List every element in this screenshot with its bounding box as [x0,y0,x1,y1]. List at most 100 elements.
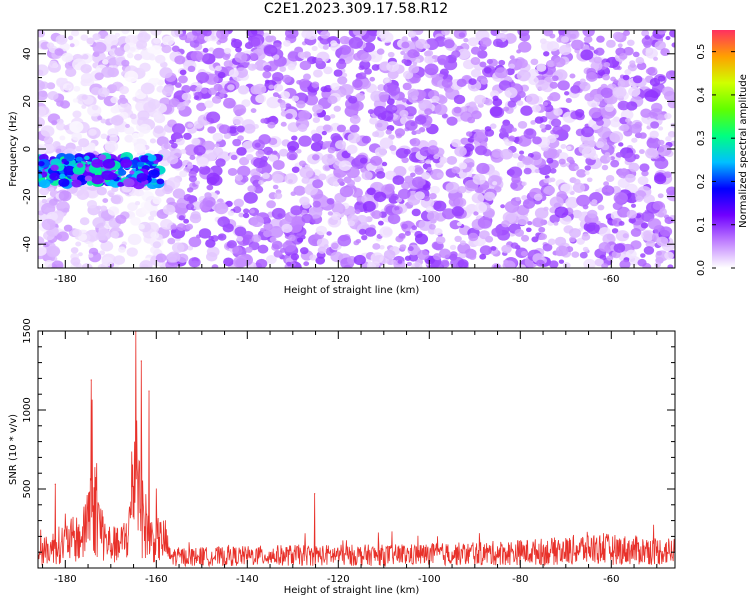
heatmap-cell [441,78,453,88]
heatmap-cell [453,106,462,114]
heatmap-cell [571,39,584,51]
heatmap-cell [558,158,566,165]
heatmap-cell [624,173,636,183]
heatmap-x-tick-label: -160 [145,274,168,285]
heatmap-cell [327,147,336,154]
heatmap-cell [586,177,593,183]
heatmap-cell [465,131,473,137]
heatmap-cell [516,100,524,106]
heatmap-cell [397,259,403,264]
heatmap-cell [263,146,273,156]
heatmap-cell [593,93,603,103]
snr-peak-point [148,390,150,392]
heatmap-cell [284,103,292,109]
heatmap-cell [137,161,145,167]
heatmap-cell [330,133,342,142]
heatmap-y-tick-label: 20 [22,95,33,108]
heatmap-cell [631,137,638,143]
heatmap-cell [411,130,417,136]
heatmap-cell [386,98,395,105]
heatmap-cell [392,175,405,186]
heatmap-cell [493,264,501,268]
heatmap-cell [381,161,388,167]
heatmap-cell [86,37,95,45]
heatmap-cell [570,33,577,39]
heatmap-cell [652,201,664,211]
heatmap-cell [79,217,90,226]
heatmap-cell [543,178,550,184]
heatmap-cell [514,228,525,237]
heatmap-cell [71,131,83,141]
heatmap-cell [223,257,234,267]
heatmap-cell [187,65,196,73]
heatmap-y-tick-label: -20 [22,188,33,204]
heatmap-cell [217,71,226,79]
heatmap-cell [599,254,607,261]
heatmap-cell [636,62,647,71]
heatmap-cell [629,123,642,134]
heatmap-cell [468,78,477,86]
heatmap-cell [153,159,159,165]
heatmap-cell [337,178,344,184]
heatmap-cell [519,150,525,155]
heatmap-cell [516,49,522,54]
heatmap-cell [370,155,383,166]
heatmap-cell [477,216,492,229]
heatmap-cell [650,121,660,129]
heatmap-cell [346,144,358,154]
heatmap-cell [624,152,637,163]
heatmap-cell [81,263,93,268]
snr-peak-point [140,360,142,362]
heatmap-cell [291,95,300,102]
heatmap-cell [376,122,383,128]
heatmap-cell [637,176,649,186]
heatmap-cell [337,235,352,247]
heatmap-cell [643,194,655,204]
heatmap-cell [272,173,284,184]
heatmap-cell [118,246,126,253]
heatmap-cell [162,204,176,215]
heatmap-cell [501,220,510,228]
heatmap-cell [615,151,623,158]
heatmap-cell [543,51,550,57]
heatmap-cell [550,118,562,128]
heatmap-cell [202,30,212,37]
heatmap-cell [81,94,88,100]
heatmap-cell [538,233,548,240]
heatmap-cell [543,104,554,113]
snr-x-tick-label: -140 [236,574,259,585]
heatmap-cell [649,130,659,139]
heatmap-cell [395,209,402,215]
heatmap-cell [606,187,614,193]
heatmap-cell [304,94,319,106]
snr-y-tick-label: 1500 [22,318,33,343]
snr-peak-point [90,379,92,381]
heatmap-cell [62,78,68,83]
heatmap-cell [166,154,179,165]
heatmap-cell [245,154,254,161]
heatmap-cell [411,208,421,217]
heatmap-cell [70,257,81,266]
heatmap-cell [104,140,119,153]
heatmap-x-tick-label: -100 [418,274,441,285]
heatmap-cell [107,128,119,138]
heatmap-cell [198,165,211,175]
heatmap-cell [308,207,323,219]
heatmap-cell [322,141,331,148]
heatmap-cell [510,182,518,189]
heatmap-cell [441,259,449,266]
heatmap-cell [110,96,119,104]
heatmap-cell [641,30,650,37]
heatmap-cell [227,167,238,176]
heatmap-cell [117,181,124,187]
heatmap-cell [148,215,155,221]
heatmap-cell [387,213,401,225]
heatmap-cell [110,195,122,204]
heatmap-cell [160,219,173,230]
heatmap-cell [597,126,612,139]
heatmap-cell [628,217,636,224]
heatmap-cell [278,148,289,157]
heatmap-cell [617,100,630,111]
heatmap-cell [232,115,244,126]
heatmap-cell [298,160,307,167]
